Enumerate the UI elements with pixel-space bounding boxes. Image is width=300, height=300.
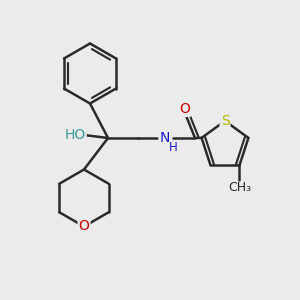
Text: HO: HO [64, 128, 86, 142]
Text: O: O [179, 102, 190, 116]
Text: S: S [220, 114, 230, 128]
Text: H: H [169, 141, 178, 154]
Text: N: N [160, 131, 170, 145]
Text: O: O [79, 220, 89, 233]
Text: CH₃: CH₃ [228, 182, 251, 194]
